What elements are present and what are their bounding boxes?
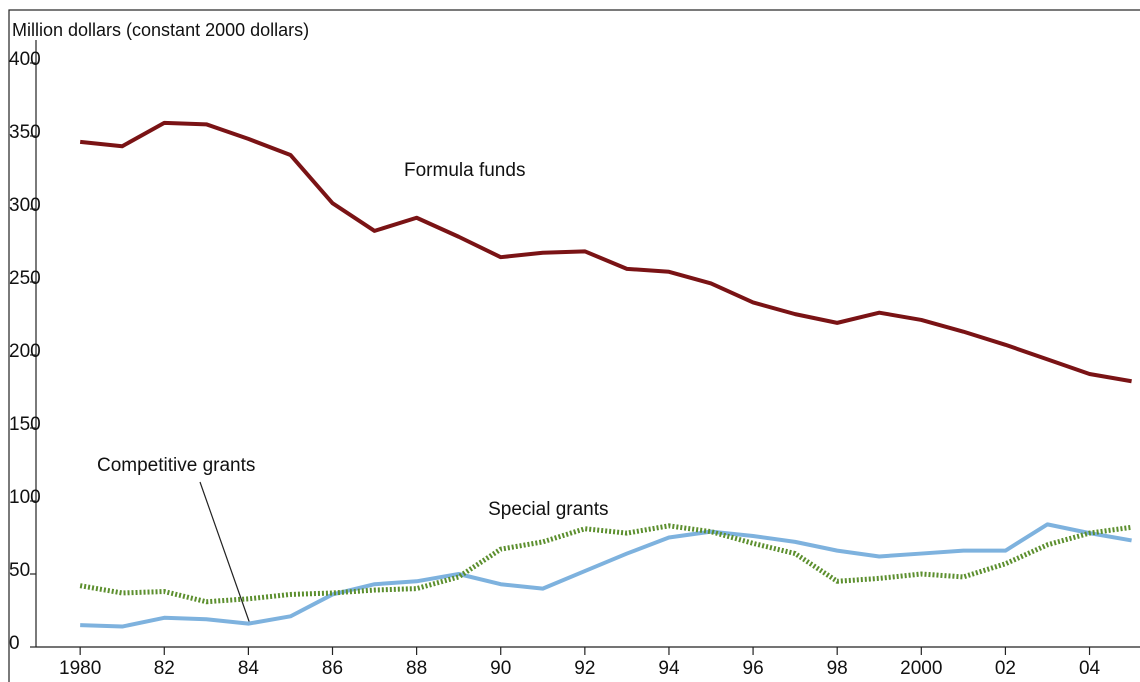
series-line <box>80 522 1132 629</box>
x-tick-label: 2000 <box>900 658 942 679</box>
y-tick-label: 150 <box>9 414 41 435</box>
series-line <box>79 523 1132 605</box>
x-tick-label: 98 <box>827 658 848 679</box>
x-tick-label: 96 <box>743 658 764 679</box>
x-tick-label: 1980 <box>59 658 101 679</box>
y-tick-label: 100 <box>9 487 41 508</box>
x-tick-label: 82 <box>154 658 175 679</box>
x-tick-label: 02 <box>995 658 1016 679</box>
y-tick-label: 0 <box>9 633 20 654</box>
x-tick-label: 90 <box>490 658 511 679</box>
x-tick-label: 92 <box>574 658 595 679</box>
annotation: Formula funds <box>404 160 525 181</box>
y-tick-label: 200 <box>9 341 41 362</box>
x-tick-label: 04 <box>1079 658 1101 679</box>
annotation: Competitive grants <box>97 455 255 476</box>
y-axis-label: Million dollars (constant 2000 dollars) <box>12 20 309 40</box>
x-tick-label: 88 <box>406 658 427 679</box>
x-tick-label: 94 <box>658 658 680 679</box>
annotation: Special grants <box>488 499 608 520</box>
y-tick-label: 350 <box>9 122 41 143</box>
x-tick-label: 86 <box>322 658 343 679</box>
y-tick-label: 250 <box>9 268 41 289</box>
y-tick-label: 400 <box>9 49 41 70</box>
frame <box>8 9 1140 682</box>
y-tick-label: 300 <box>9 195 41 216</box>
x-tick-label: 84 <box>238 658 260 679</box>
series-line <box>79 120 1132 384</box>
leader-line <box>199 481 251 625</box>
y-tick-label: 50 <box>9 560 30 581</box>
